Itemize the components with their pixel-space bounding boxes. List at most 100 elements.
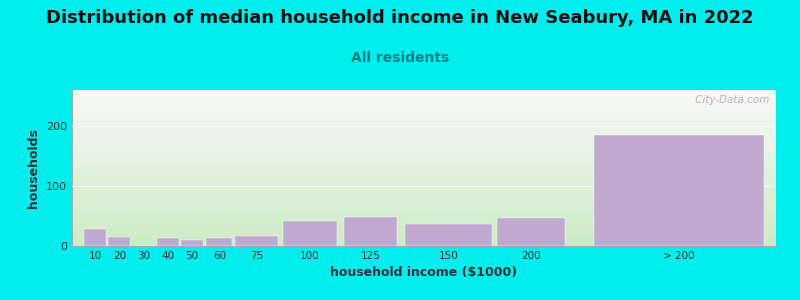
Bar [72,205,776,206]
Bar [72,207,776,208]
Bar [72,117,776,118]
Bar [72,185,776,186]
Text: Distribution of median household income in New Seabury, MA in 2022: Distribution of median household income … [46,9,754,27]
Bar [72,237,776,238]
Bar [72,100,776,101]
Bar [72,196,776,197]
Bar [72,228,776,229]
Bar [72,203,776,204]
Bar [72,194,776,195]
Bar [72,164,776,165]
Bar [344,217,398,246]
Bar [72,175,776,176]
Bar [72,239,776,240]
Bar [72,186,776,187]
Bar [72,193,776,194]
Bar [72,214,776,215]
Bar [72,201,776,202]
Bar [72,224,776,225]
Bar [72,93,776,94]
Bar [72,244,776,245]
X-axis label: household income ($1000): household income ($1000) [330,266,518,279]
Bar [405,224,492,246]
Bar [72,97,776,98]
Bar [72,202,776,203]
Bar [72,176,776,177]
Bar [72,104,776,105]
Bar [72,98,776,99]
Bar [72,92,776,93]
Bar [72,209,776,210]
Bar [72,235,776,236]
Bar [72,182,776,183]
Bar [72,188,776,189]
Bar [72,180,776,181]
Bar [72,219,776,220]
Bar [72,184,776,185]
Bar [72,130,776,131]
Bar [72,111,776,112]
Bar [72,233,776,234]
Bar [72,171,776,172]
Bar [72,238,776,239]
Bar [72,169,776,170]
Bar [72,136,776,137]
Bar [72,172,776,173]
Bar [72,195,776,196]
Bar [72,241,776,242]
Bar [72,151,776,152]
Y-axis label: households: households [27,128,41,208]
Bar [72,192,776,193]
Bar [72,181,776,182]
Bar [72,200,776,201]
Bar [72,208,776,209]
Bar [72,153,776,154]
Bar [72,96,776,97]
Bar [72,189,776,190]
Bar [72,230,776,231]
Bar [72,218,776,219]
Bar [72,145,776,146]
Bar [72,162,776,163]
Bar [72,187,776,188]
Bar [72,163,776,164]
Bar [72,215,776,216]
Bar [72,227,776,228]
Bar [72,142,776,143]
Bar [109,237,130,246]
Bar [72,115,776,116]
Bar [72,190,776,191]
Bar [72,106,776,107]
Bar [72,149,776,150]
Bar [72,146,776,147]
Bar [72,141,776,142]
Bar [72,232,776,233]
Bar [72,170,776,171]
Bar [72,128,776,129]
Bar [72,126,776,127]
Bar [72,101,776,102]
Bar [72,161,776,162]
Bar [182,240,203,246]
Bar [72,223,776,224]
Bar [206,238,232,246]
Bar [72,143,776,144]
Bar [72,174,776,175]
Bar [72,156,776,157]
Bar [72,179,776,180]
Bar [72,191,776,192]
Bar [72,160,776,161]
Bar [72,212,776,213]
Bar [72,177,776,178]
Bar [72,147,776,148]
Bar [72,243,776,244]
Bar [72,90,776,91]
Bar [72,168,776,169]
Bar [234,236,278,246]
Bar [72,210,776,211]
Bar [72,121,776,122]
Bar [72,183,776,184]
Bar [72,107,776,108]
Bar [72,91,776,92]
Bar [72,240,776,241]
